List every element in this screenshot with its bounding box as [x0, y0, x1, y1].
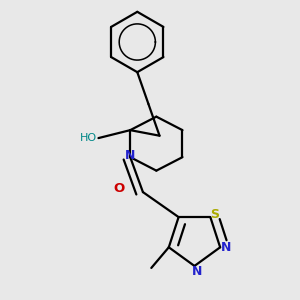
Text: N: N [125, 149, 135, 162]
Text: S: S [210, 208, 219, 221]
Text: N: N [221, 241, 231, 254]
Text: O: O [113, 182, 125, 195]
Text: HO: HO [80, 133, 97, 143]
Text: N: N [192, 265, 202, 278]
